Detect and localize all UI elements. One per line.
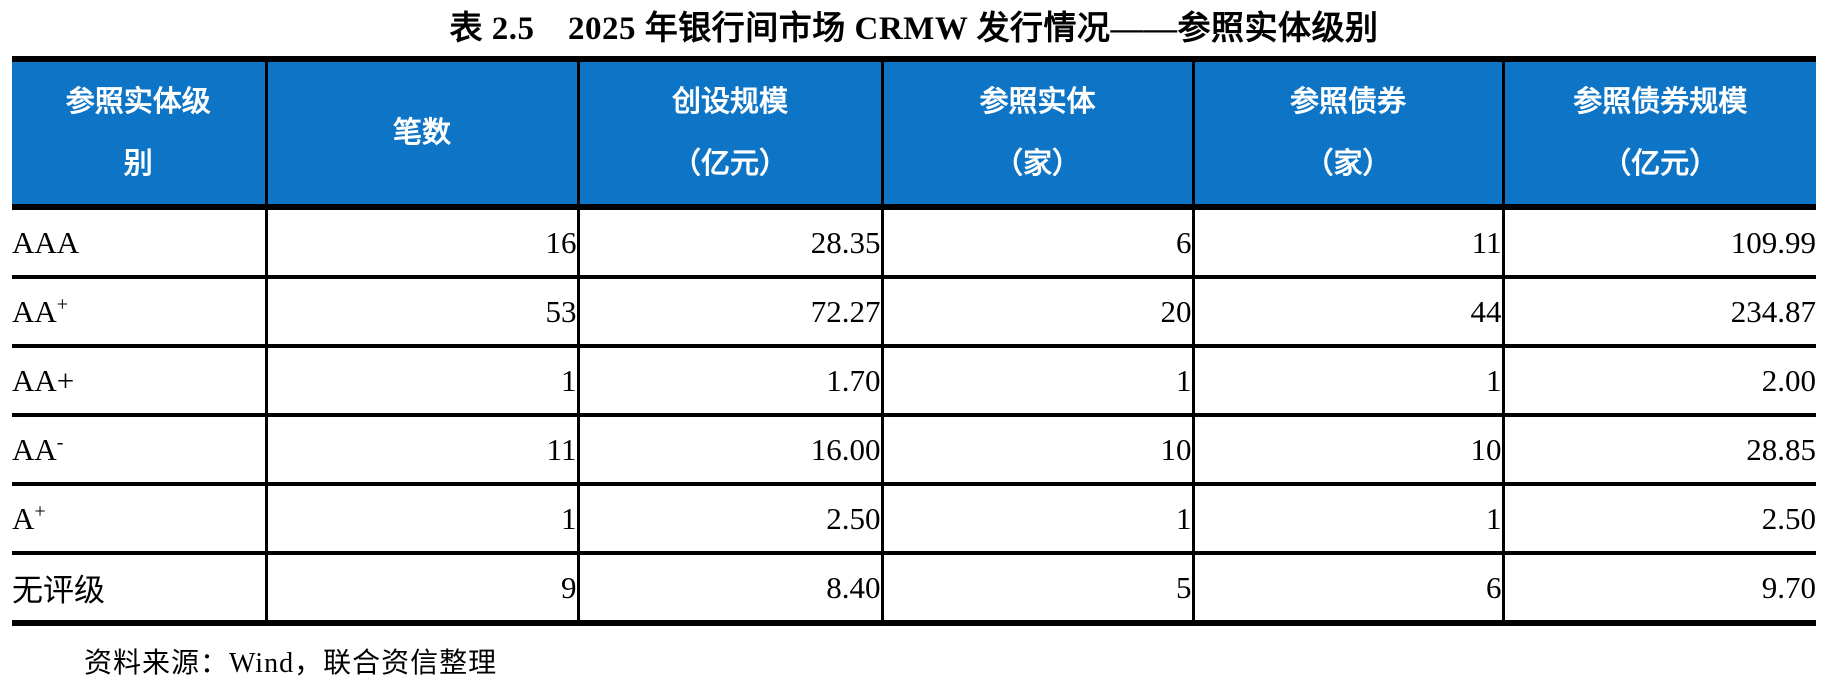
cell-bonds: 1 [1193, 484, 1505, 555]
table-row: AA- 11 16.00 10 10 28.85 [12, 415, 1816, 486]
table-row: 无评级 9 8.40 5 6 9.70 [12, 553, 1816, 626]
source-note: 资料来源：Wind，联合资信整理 [84, 648, 498, 678]
cell-count: 1 [266, 484, 580, 555]
cell-bond-scale: 109.99 [1503, 207, 1816, 279]
header-entities: 参照实体 （家） [882, 59, 1195, 210]
cell-bonds: 44 [1193, 277, 1505, 348]
cell-rating: AA+ [12, 346, 268, 417]
header-bonds-line2: （家） [1304, 148, 1392, 180]
cell-bond-scale: 2.50 [1503, 484, 1816, 555]
table-row: AAA 16 28.35 6 11 109.99 [12, 207, 1816, 279]
cell-scale: 1.70 [578, 346, 884, 417]
header-rating-line2: 别 [123, 148, 153, 180]
header-rating: 参照实体级 别 [12, 59, 268, 210]
cell-count: 53 [266, 277, 580, 348]
rating-text: AA [12, 431, 57, 467]
cell-rating: 无评级 [12, 553, 268, 626]
table-title: 表 2.5 2025 年银行间市场 CRMW 发行情况——参照实体级别 [449, 11, 1379, 47]
header-scale: 创设规模 （亿元） [578, 59, 884, 210]
cell-entities: 1 [882, 346, 1195, 417]
header-rating-line1: 参照实体级 [65, 86, 211, 118]
cell-scale: 72.27 [578, 277, 884, 348]
cell-rating: AA+ [12, 277, 268, 348]
table-row: AA+ 1 1.70 1 1 2.00 [12, 346, 1816, 417]
header-count-line1: 笔数 [392, 117, 451, 149]
cell-rating: AA- [12, 415, 268, 486]
cell-entities: 5 [882, 553, 1195, 626]
header-bonds-line1: 参照债券 [1289, 86, 1406, 118]
rating-superscript: + [56, 293, 69, 316]
rating-text: AAA [12, 224, 80, 260]
cell-scale: 16.00 [578, 415, 884, 486]
header-entities-line1: 参照实体 [979, 86, 1096, 118]
cell-bond-scale: 234.87 [1503, 277, 1816, 348]
cell-count: 11 [266, 415, 580, 486]
table-header-row: 参照实体级 别 笔数 创设规模 （亿元） [12, 59, 1816, 210]
rating-text: AA [12, 293, 57, 329]
cell-bond-scale: 28.85 [1503, 415, 1816, 486]
cell-bond-scale: 2.00 [1503, 346, 1816, 417]
header-entities-line2: （家） [993, 148, 1081, 180]
cell-entities: 6 [882, 207, 1195, 279]
cell-count: 9 [266, 553, 580, 626]
cell-count: 1 [266, 346, 580, 417]
header-scale-line2: （亿元） [671, 148, 788, 180]
cell-entities: 20 [882, 277, 1195, 348]
crmw-issuance-table: 参照实体级 别 笔数 创设规模 （亿元） [12, 56, 1816, 626]
header-scale-line1: 创设规模 [671, 86, 788, 118]
table-row: AA+ 53 72.27 20 44 234.87 [12, 277, 1816, 348]
rating-text: 无评级 [12, 573, 105, 608]
cell-count: 16 [266, 207, 580, 279]
cell-scale: 2.50 [578, 484, 884, 555]
cell-entities: 10 [882, 415, 1195, 486]
cell-bond-scale: 9.70 [1503, 553, 1816, 626]
cell-bonds: 6 [1193, 553, 1505, 626]
cell-rating: A+ [12, 484, 268, 555]
header-count: 笔数 [266, 59, 580, 210]
rating-text: A [12, 500, 35, 536]
cell-bonds: 11 [1193, 207, 1505, 279]
rating-text: AA+ [12, 362, 75, 398]
header-bond-scale-line2: （亿元） [1602, 148, 1719, 180]
cell-scale: 28.35 [578, 207, 884, 279]
rating-superscript: - [56, 431, 64, 454]
table-row: A+ 1 2.50 1 1 2.50 [12, 484, 1816, 555]
cell-entities: 1 [882, 484, 1195, 555]
cell-bonds: 1 [1193, 346, 1505, 417]
header-bonds: 参照债券 （家） [1193, 59, 1505, 210]
rating-superscript: + [34, 500, 46, 523]
cell-rating: AAA [12, 207, 268, 279]
header-bond-scale: 参照债券规模 （亿元） [1503, 59, 1816, 210]
cell-scale: 8.40 [578, 553, 884, 626]
cell-bonds: 10 [1193, 415, 1505, 486]
header-bond-scale-line1: 参照债券规模 [1573, 86, 1748, 118]
table-body: AAA 16 28.35 6 11 109.99 AA+ 53 72.27 20… [12, 207, 1816, 626]
